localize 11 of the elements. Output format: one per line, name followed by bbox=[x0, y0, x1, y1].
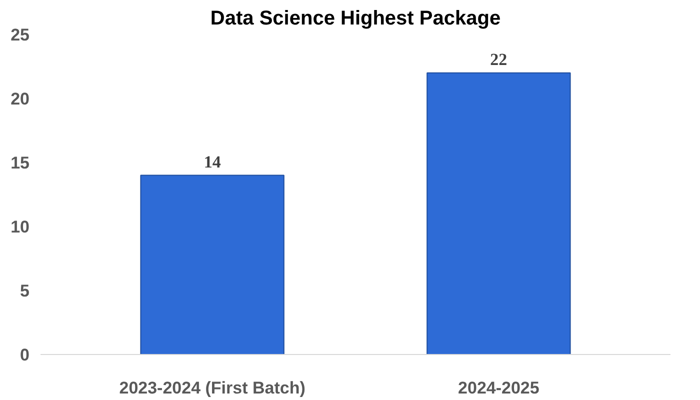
chart-title: Data Science Highest Package bbox=[210, 8, 501, 30]
x-tick-label: 2024-2025 bbox=[458, 378, 540, 398]
y-tick-label: 0 bbox=[20, 346, 30, 364]
y-tick-label: 10 bbox=[10, 218, 30, 236]
y-tick-label: 15 bbox=[10, 154, 30, 172]
data-label: 22 bbox=[490, 50, 508, 69]
x-tick-label: 2023-2024 (First Batch) bbox=[119, 378, 306, 398]
y-tick-label: 25 bbox=[10, 26, 30, 44]
data-label: 14 bbox=[204, 152, 222, 172]
y-tick-label: 5 bbox=[20, 282, 30, 300]
y-tick-label: 20 bbox=[10, 90, 30, 108]
